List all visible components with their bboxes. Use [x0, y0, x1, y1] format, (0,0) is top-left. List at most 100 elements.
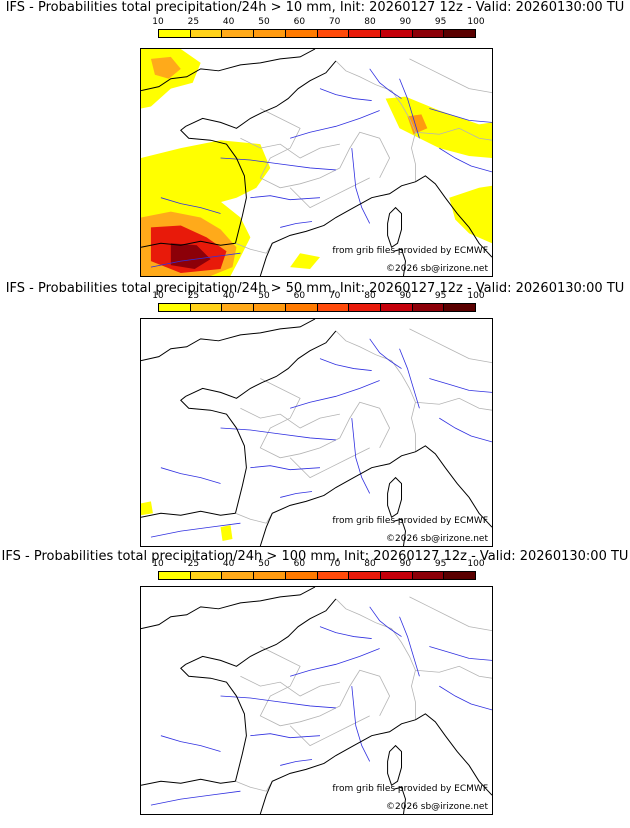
river-line: [369, 606, 402, 637]
legend-swatch: [412, 572, 445, 579]
river-line: [160, 197, 221, 214]
legend-colorbar: [158, 571, 476, 580]
coastline: [141, 587, 316, 630]
coastline: [180, 395, 247, 514]
border-line: [289, 715, 370, 747]
panel-title: IFS - Probabilities total precipitation/…: [5, 281, 625, 296]
river-line: [351, 418, 371, 494]
coastline: [393, 518, 407, 546]
river-line: [439, 417, 492, 443]
legend-swatch: [190, 572, 223, 579]
legend-tick-label: 70: [328, 291, 341, 301]
legend-tick-label: 100: [467, 291, 485, 301]
legend-tick-label: 50: [258, 17, 270, 27]
precip-area: [385, 96, 492, 159]
river-line: [439, 147, 492, 173]
precip-area: [220, 525, 233, 542]
border-line: [335, 598, 416, 720]
map-svg: [141, 319, 492, 546]
border-line: [259, 378, 391, 459]
river-line: [429, 108, 492, 123]
river-line: [429, 646, 492, 661]
legend-swatch: [349, 304, 381, 311]
coastline: [415, 445, 492, 528]
border-line: [240, 675, 340, 697]
legend-tick-label: 50: [258, 291, 270, 301]
legend-swatch: [190, 30, 223, 37]
river-line: [290, 110, 380, 139]
credit-source: from grib files provided by ECMWF: [332, 246, 488, 256]
credit-copyright: ©2026 sb@irizone.net: [386, 534, 488, 544]
border-line: [235, 242, 273, 254]
border-line: [240, 137, 340, 159]
precip-area: [141, 140, 271, 208]
border-line: [259, 108, 391, 189]
coastline: [393, 786, 407, 814]
border-line: [259, 646, 391, 727]
river-line: [160, 735, 221, 752]
legend-swatch: [190, 304, 223, 311]
legend-labels: 10 25 40 50 60 70 80 90 95 100: [152, 559, 484, 569]
legend-tick-label: 60: [293, 559, 306, 569]
map-svg: [141, 587, 492, 814]
legend-tick-label: 70: [328, 17, 341, 27]
river-line: [439, 685, 492, 711]
river-line: [220, 427, 336, 441]
river-line: [250, 465, 321, 471]
map-svg: [141, 49, 492, 276]
credit-source: from grib files provided by ECMWF: [332, 784, 488, 794]
legend-swatch: [285, 30, 318, 37]
river-line: [290, 648, 380, 677]
river-line: [399, 78, 420, 139]
river-line: [160, 467, 221, 484]
panel-100mm: IFS - Probabilities total precipitation/…: [0, 537, 630, 815]
legend-swatch: [349, 572, 381, 579]
river-line: [351, 148, 371, 224]
coastline: [387, 206, 403, 249]
legend-tick-label: 90: [399, 17, 412, 27]
border-line: [235, 780, 273, 792]
legend-swatch: [254, 572, 286, 579]
legend-tick-label: 100: [467, 559, 485, 569]
coastline: [180, 125, 247, 244]
coastline: [141, 240, 236, 248]
legend-swatch: [222, 572, 255, 579]
legend-tick-label: 80: [364, 17, 376, 27]
border-line: [240, 407, 340, 429]
credit-copyright: ©2026 sb@irizone.net: [386, 802, 488, 812]
legend-tick-label: 70: [328, 559, 341, 569]
coastline: [387, 476, 403, 519]
legend-swatch: [159, 572, 191, 579]
precip-area: [290, 253, 320, 270]
legend-swatch: [222, 304, 255, 311]
coastline: [387, 744, 403, 787]
legend-labels: 10 25 40 50 60 70 80 90 95 100: [152, 17, 484, 27]
coastline: [141, 49, 316, 92]
border-line: [335, 330, 416, 452]
legend-labels: 10 25 40 50 60 70 80 90 95 100: [152, 291, 484, 301]
river-line: [150, 252, 241, 268]
legend-swatch: [317, 304, 350, 311]
legend-tick-label: 25: [187, 559, 200, 569]
precip-area: [150, 56, 181, 79]
river-line: [220, 157, 336, 171]
credit-source: from grib files provided by ECMWF: [332, 516, 488, 526]
legend-swatch: [159, 30, 191, 37]
border-line: [409, 596, 492, 632]
legend-swatch: [380, 304, 413, 311]
coastline: [185, 598, 337, 667]
legend-tick-label: 60: [293, 291, 306, 301]
legend-tick-label: 40: [222, 559, 235, 569]
coastline: [259, 719, 416, 814]
legend-swatch: [254, 30, 286, 37]
panel-10mm: IFS - Probabilities total precipitation/…: [0, 0, 630, 277]
legend-tick-label: 40: [222, 291, 235, 301]
legend-tick-label: 25: [187, 291, 200, 301]
border-line: [415, 665, 492, 679]
river-line: [399, 348, 420, 409]
river-line: [399, 616, 420, 677]
legend-swatch: [380, 30, 413, 37]
coastline: [185, 60, 337, 129]
river-line: [150, 522, 241, 538]
legend-swatch: [254, 304, 286, 311]
